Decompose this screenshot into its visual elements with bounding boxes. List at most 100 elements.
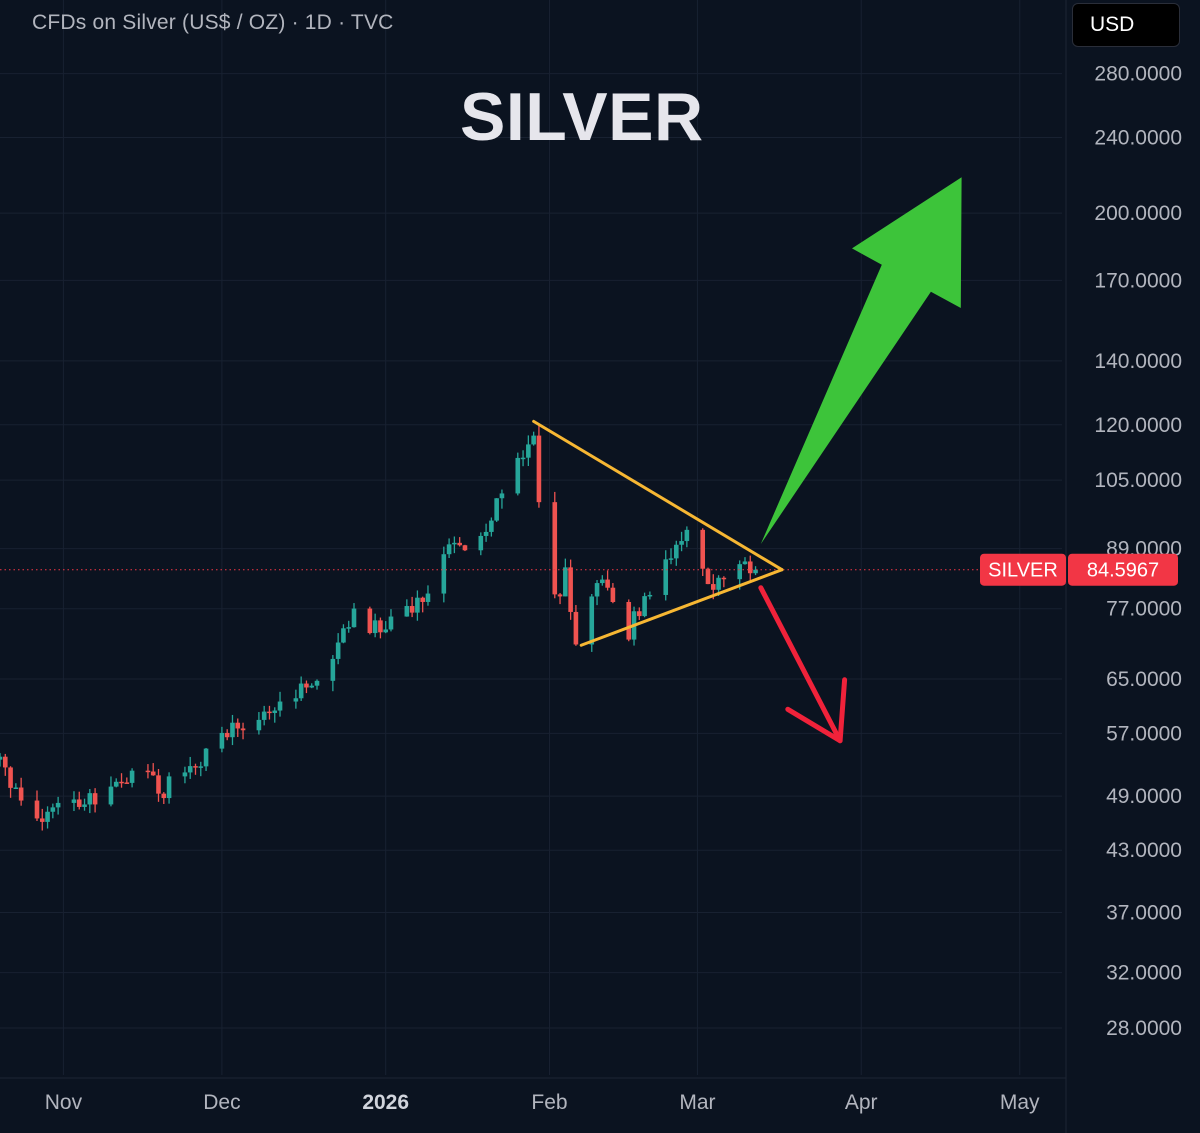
candle (668, 548, 674, 565)
candle-body (367, 608, 373, 634)
candle (193, 763, 198, 775)
candle (446, 538, 452, 559)
candle (721, 576, 727, 588)
candle (341, 624, 346, 644)
candle (600, 575, 605, 586)
candle (293, 689, 299, 709)
candle (198, 761, 204, 777)
candle-body (742, 561, 748, 565)
candle (92, 788, 98, 813)
candle-body (626, 601, 632, 640)
candle (409, 596, 415, 618)
candle (526, 435, 531, 466)
candle (187, 756, 193, 779)
candle-body (145, 770, 151, 773)
candle (346, 620, 352, 633)
candle-body (8, 767, 13, 788)
candle-body (182, 772, 188, 777)
candle (145, 764, 151, 779)
candle-body (568, 567, 573, 612)
candle (8, 766, 13, 798)
candle (700, 528, 706, 577)
candle (494, 498, 499, 522)
candle (388, 609, 394, 632)
candle (462, 544, 468, 552)
time-axis-labels: Nov Dec 2026 Feb Mar Apr May (45, 1091, 1040, 1114)
candle (298, 676, 304, 701)
candle (383, 621, 389, 634)
candle-body (637, 611, 642, 617)
candle-body (452, 542, 457, 545)
candle-body (446, 544, 452, 555)
candle (372, 613, 378, 638)
candle (224, 729, 230, 741)
candle-body (45, 811, 50, 822)
candle-body (594, 583, 600, 597)
candle (663, 550, 669, 601)
candle-body (330, 658, 336, 681)
candle (610, 583, 616, 604)
candle-body (150, 771, 156, 776)
candle (124, 777, 130, 784)
candle (2, 753, 8, 776)
candle (119, 773, 124, 788)
candle-body (113, 781, 119, 787)
arrow-up-icon (760, 177, 962, 545)
candle-body (224, 732, 230, 738)
candle (441, 546, 447, 603)
candle (39, 808, 45, 831)
candle (156, 769, 161, 802)
candle-body (256, 719, 262, 731)
candle (113, 778, 119, 788)
candle (304, 680, 309, 694)
price-axis-label: 200.0000 (1094, 202, 1182, 225)
candle (203, 747, 209, 771)
candle (335, 633, 341, 665)
price-axis-label: 28.0000 (1106, 1017, 1182, 1040)
candle (261, 705, 267, 726)
candle (420, 596, 425, 613)
candle (457, 537, 462, 547)
candle-body (483, 531, 489, 536)
candle (87, 788, 93, 814)
candle-body (747, 561, 753, 574)
candle-body (737, 564, 743, 580)
candle (483, 523, 489, 542)
price-badge-symbol-bg (980, 553, 1066, 586)
candle (404, 599, 410, 617)
price-axis-labels: 280.0000 240.0000 200.0000 170.0000 140.0000… (1094, 63, 1182, 1040)
candle (267, 705, 272, 720)
chart-header-title: CFDs on Silver (US$ / OZ) · 1D · TVC (32, 11, 394, 34)
candle-body (494, 498, 499, 521)
candle (594, 580, 600, 606)
candle-body (314, 680, 320, 686)
candle (314, 679, 320, 690)
candle-body (563, 567, 568, 597)
triangle-lower-line (579, 568, 784, 647)
candle-body (700, 529, 706, 569)
candle (536, 425, 542, 508)
candle (478, 532, 484, 556)
triangle-pattern (532, 419, 784, 647)
candle-body (515, 457, 521, 494)
candle-body (589, 596, 595, 645)
candle-body (605, 579, 610, 588)
candle-body (34, 800, 40, 819)
candle (626, 599, 632, 642)
candle (161, 792, 167, 805)
candle-body (50, 807, 56, 812)
arrow-down-shaft (758, 585, 843, 744)
candle (0, 753, 3, 767)
candle (129, 768, 135, 788)
price-axis-label: 105.0000 (1094, 469, 1182, 492)
candle-body (489, 520, 494, 532)
candle (351, 603, 357, 628)
candle-body (721, 577, 727, 580)
candle (452, 536, 457, 554)
candle (277, 691, 283, 717)
price-badge: SILVER 84.5967 (980, 553, 1178, 586)
price-axis-label: 43.0000 (1106, 839, 1182, 862)
currency-button[interactable]: USD (1072, 3, 1180, 47)
candle-body (293, 698, 299, 702)
